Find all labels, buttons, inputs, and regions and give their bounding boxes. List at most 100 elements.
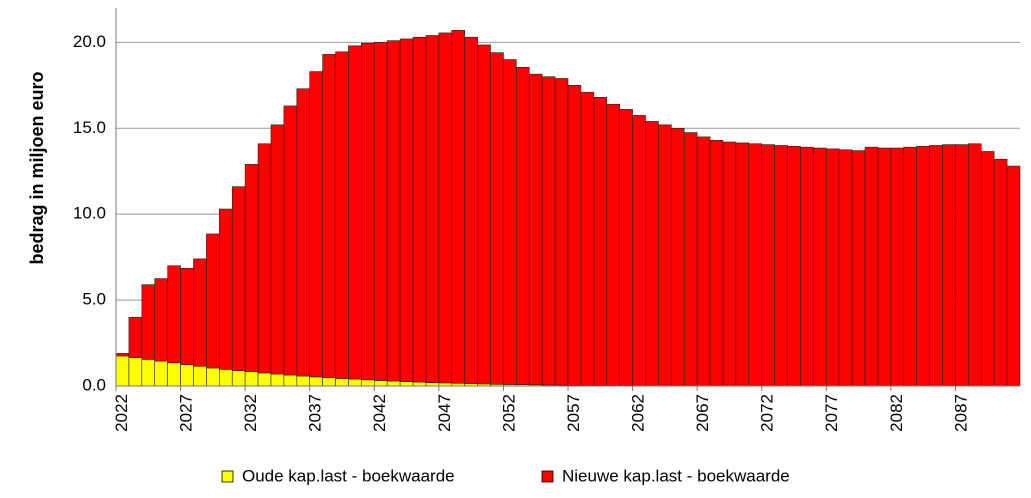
bar-segment [541, 76, 556, 386]
bar-segment [683, 132, 698, 387]
bar-segment [955, 144, 969, 387]
bar-segment [942, 144, 956, 387]
bar-segment [180, 364, 194, 387]
bar-segment [890, 147, 905, 387]
bar-segment [916, 146, 930, 387]
bar-segment [980, 151, 995, 387]
bar-segment [115, 355, 130, 387]
y-axis-title: bedrag in miljoen euro [27, 71, 47, 264]
y-tick-label: 0.0 [82, 375, 106, 394]
bar-segment [580, 91, 595, 386]
x-tick-label: 2087 [951, 394, 970, 432]
bar-segment [619, 109, 633, 386]
bar-segment [851, 150, 866, 387]
bar-segment [438, 32, 453, 384]
bar-segment [296, 375, 311, 387]
bar-segment [838, 149, 853, 387]
bar-segment [244, 371, 259, 387]
legend-item: Nieuwe kap.last - boekwaarde [541, 466, 790, 485]
bar-segment [309, 71, 323, 378]
bar-segment [361, 42, 375, 381]
bar-segment [231, 186, 246, 371]
bar-segment [477, 44, 491, 385]
bar-segment [141, 284, 156, 360]
bar-segment [412, 36, 427, 383]
bar-segment [193, 365, 207, 387]
y-tick-label: 5.0 [82, 290, 106, 309]
x-tick-label: 2072 [758, 394, 777, 432]
bar-segment [464, 36, 478, 384]
bar-segment [386, 380, 401, 387]
bar-segment [335, 378, 349, 387]
bar-segment [399, 38, 414, 382]
x-tick-label: 2037 [306, 394, 325, 432]
bar-segment [800, 146, 814, 387]
bar-segment [270, 124, 285, 375]
x-tick-label: 2082 [887, 394, 906, 432]
bar-segment [219, 369, 233, 387]
bar-segment [735, 142, 750, 387]
bar-segment [283, 105, 298, 376]
x-tick-label: 2062 [629, 394, 648, 432]
bar-segment [206, 233, 220, 369]
bar-segment [231, 370, 246, 387]
x-tick-label: 2042 [370, 394, 389, 432]
bar-segment [709, 140, 724, 387]
bar-segment [645, 121, 659, 387]
x-tick-label: 2022 [112, 394, 131, 432]
bar-segment [348, 45, 362, 380]
bar-segment [864, 146, 879, 387]
bar-segment [296, 88, 311, 377]
bar-segment [167, 265, 181, 364]
legend-label: Oude kap.last - boekwaarde [242, 466, 455, 485]
bar-segment [813, 147, 827, 387]
legend-swatch [541, 470, 554, 483]
bar-segment [373, 42, 388, 381]
bar-segment [412, 381, 427, 387]
bar-segment [929, 145, 943, 387]
y-tick-label: 20.0 [73, 32, 106, 51]
y-tick-label: 10.0 [73, 204, 106, 223]
bar-segment [219, 208, 233, 370]
bar-segment [554, 78, 569, 386]
bar-segment [141, 359, 156, 387]
bar-segment [193, 258, 207, 367]
bar-segment [167, 362, 181, 387]
bar-segment [322, 377, 336, 387]
bar-segment [993, 158, 1008, 387]
x-tick-label: 2047 [435, 394, 454, 432]
bar-segment [154, 278, 168, 362]
bar-segment [528, 73, 543, 386]
bar-segment [632, 115, 646, 387]
bar-segment [283, 374, 298, 387]
bar-segment [696, 136, 711, 387]
bar-segment [257, 143, 272, 374]
bar-segment [115, 353, 130, 357]
x-tick-label: 2052 [499, 394, 518, 432]
x-tick-label: 2032 [241, 394, 260, 432]
x-tick-label: 2057 [564, 394, 583, 432]
bar-segment [748, 143, 763, 387]
bar-segment [128, 316, 143, 358]
bar-segment [774, 145, 788, 387]
bar-segment [567, 85, 582, 386]
bar-segment [322, 54, 336, 379]
y-tick-label: 15.0 [73, 118, 106, 137]
legend-swatch [221, 470, 234, 483]
bar-segment [825, 148, 840, 387]
bar-segment [658, 124, 672, 387]
bar-segment [128, 357, 143, 387]
x-tick-label: 2077 [822, 394, 841, 432]
bar-segment [257, 372, 272, 387]
bar-segment [154, 360, 168, 387]
bar-segment [671, 127, 685, 387]
bar-segment [399, 381, 414, 387]
bar-segment [425, 35, 440, 383]
bar-segment [968, 143, 982, 387]
bar-segment [761, 144, 775, 387]
bar-segment [606, 103, 620, 386]
bar-segment [425, 382, 440, 387]
bar-segment [722, 141, 737, 387]
bar-segment [1006, 165, 1021, 387]
